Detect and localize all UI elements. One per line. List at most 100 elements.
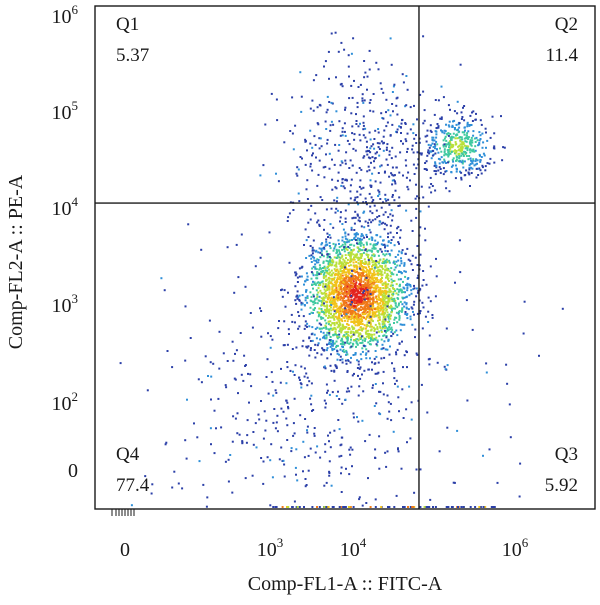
event-point <box>356 343 359 346</box>
event-point <box>382 258 385 261</box>
event-point <box>365 305 368 308</box>
event-point <box>325 337 328 340</box>
event-points <box>119 31 564 508</box>
event-point <box>364 353 367 356</box>
event-point <box>296 479 299 482</box>
event-point <box>324 244 327 247</box>
event-point <box>362 344 365 347</box>
event-point <box>347 297 350 300</box>
event-point <box>357 219 360 222</box>
event-point <box>352 333 355 336</box>
event-point <box>338 262 341 265</box>
event-point <box>353 286 356 289</box>
event-point <box>442 167 445 170</box>
event-point <box>431 154 434 157</box>
event-point <box>358 249 361 252</box>
event-point <box>437 125 440 128</box>
event-point <box>359 282 361 285</box>
event-point <box>385 158 388 161</box>
event-point <box>441 161 444 164</box>
event-point <box>264 429 267 432</box>
event-point <box>335 250 338 253</box>
event-point <box>340 288 342 291</box>
event-point <box>374 247 377 250</box>
y-tick-label: 103 <box>52 291 79 317</box>
event-point <box>297 327 300 330</box>
event-point <box>385 258 388 261</box>
event-point <box>357 420 360 423</box>
event-point <box>369 271 372 274</box>
event-point <box>322 297 324 300</box>
event-point <box>383 356 386 359</box>
event-point <box>336 255 339 258</box>
event-point <box>314 343 317 346</box>
event-point <box>357 339 360 342</box>
event-point <box>327 314 330 317</box>
event-point <box>474 163 477 166</box>
event-point <box>434 295 437 298</box>
event-point <box>298 294 301 297</box>
event-point <box>397 259 400 262</box>
event-point <box>363 298 366 301</box>
event-point <box>381 306 383 309</box>
event-point <box>412 310 414 313</box>
event-point <box>434 99 437 101</box>
event-point <box>327 265 330 267</box>
event-point <box>260 335 263 338</box>
event-point <box>453 119 456 122</box>
event-point <box>362 280 365 283</box>
event-point <box>518 495 521 498</box>
event-point <box>366 146 368 149</box>
event-point <box>380 243 383 246</box>
event-point <box>330 304 333 306</box>
event-point <box>395 260 398 263</box>
event-point <box>446 426 449 429</box>
event-point <box>225 386 228 389</box>
event-point <box>328 294 331 296</box>
event-point <box>352 343 355 346</box>
event-point <box>460 118 463 120</box>
event-point <box>328 341 331 344</box>
event-point <box>330 339 333 342</box>
event-point <box>363 324 366 327</box>
event-point <box>338 398 341 400</box>
event-point <box>429 300 432 303</box>
event-point <box>458 157 461 160</box>
event-point <box>348 268 351 271</box>
event-point <box>458 126 461 129</box>
event-point <box>359 237 361 240</box>
event-point <box>384 265 387 268</box>
event-point <box>357 335 360 338</box>
event-point <box>353 138 356 141</box>
event-point <box>434 152 437 155</box>
event-point <box>286 401 289 404</box>
event-point <box>374 372 377 375</box>
event-point <box>452 145 455 148</box>
event-point <box>430 191 433 194</box>
event-point <box>378 142 381 145</box>
event-point <box>411 254 414 257</box>
event-point <box>313 300 316 303</box>
event-point <box>370 282 373 285</box>
event-point <box>395 292 398 295</box>
event-point <box>325 314 328 317</box>
event-point <box>450 165 453 168</box>
event-point <box>394 256 397 258</box>
event-point <box>328 474 331 477</box>
event-point <box>343 312 346 314</box>
event-point <box>288 333 290 335</box>
event-point <box>181 487 184 490</box>
event-point <box>357 360 360 363</box>
event-point <box>251 474 254 477</box>
event-point <box>482 152 485 155</box>
event-point <box>366 306 369 309</box>
event-point <box>343 280 346 283</box>
event-point <box>377 128 380 130</box>
event-point <box>269 459 272 462</box>
event-point <box>363 274 366 277</box>
event-point <box>372 291 375 294</box>
event-point <box>371 265 373 268</box>
event-point <box>443 150 446 153</box>
event-point <box>364 339 366 342</box>
event-point <box>330 274 333 277</box>
